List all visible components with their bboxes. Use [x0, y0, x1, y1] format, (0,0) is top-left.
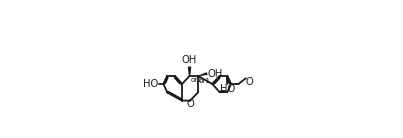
Text: O: O — [186, 99, 194, 109]
Text: HO: HO — [143, 79, 159, 89]
Text: or1: or1 — [191, 77, 203, 83]
Text: HO: HO — [220, 84, 235, 94]
Text: OH: OH — [208, 69, 223, 79]
Text: OH: OH — [182, 55, 197, 65]
Polygon shape — [189, 67, 191, 76]
Text: or1: or1 — [199, 78, 211, 84]
Text: O: O — [245, 77, 253, 87]
